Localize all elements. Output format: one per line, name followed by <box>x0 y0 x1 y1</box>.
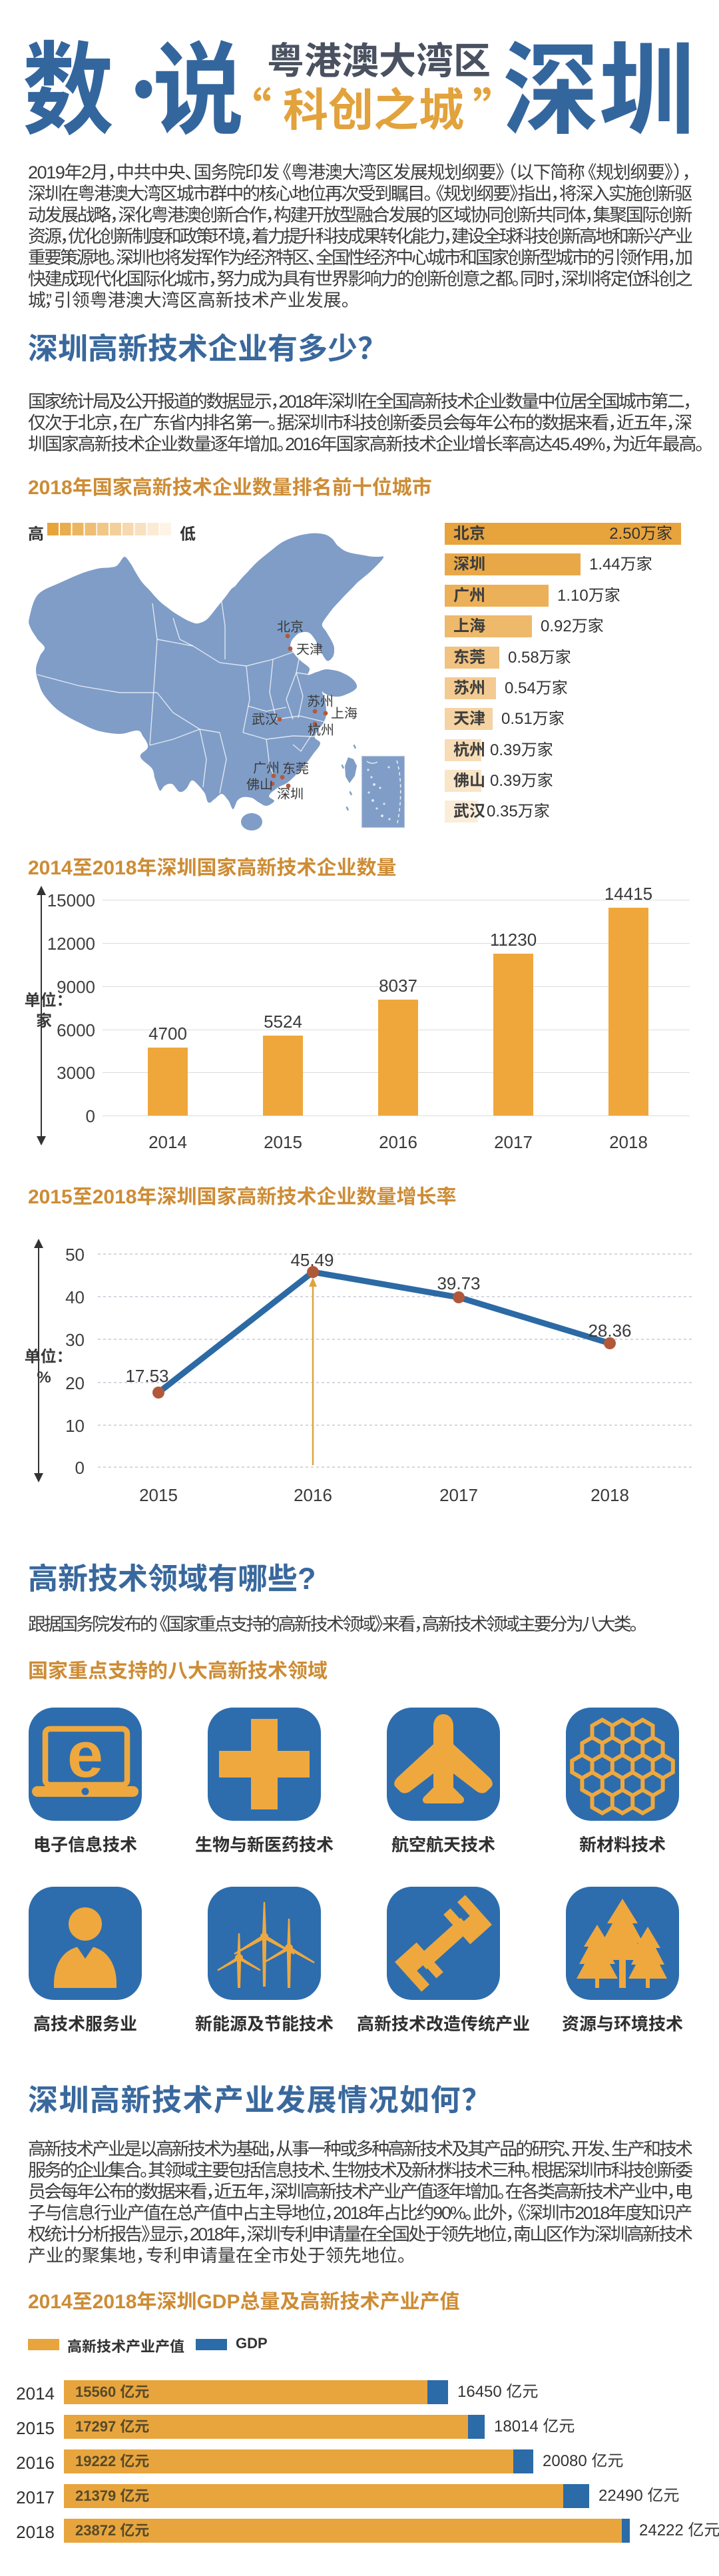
svg-text:天津: 天津 <box>296 643 323 657</box>
svg-text:杭州: 杭州 <box>308 723 334 738</box>
svg-text:佛山: 佛山 <box>246 778 273 793</box>
svg-text:深圳: 深圳 <box>277 787 304 802</box>
svg-text:苏州: 苏州 <box>307 695 334 709</box>
svg-text:东莞: 东莞 <box>282 762 309 777</box>
svg-text:武汉: 武汉 <box>252 713 278 727</box>
svg-text:e: e <box>67 1718 103 1791</box>
svg-text:广州: 广州 <box>253 761 280 776</box>
svg-text:上海: 上海 <box>331 707 358 721</box>
svg-text:北京: 北京 <box>277 620 304 635</box>
